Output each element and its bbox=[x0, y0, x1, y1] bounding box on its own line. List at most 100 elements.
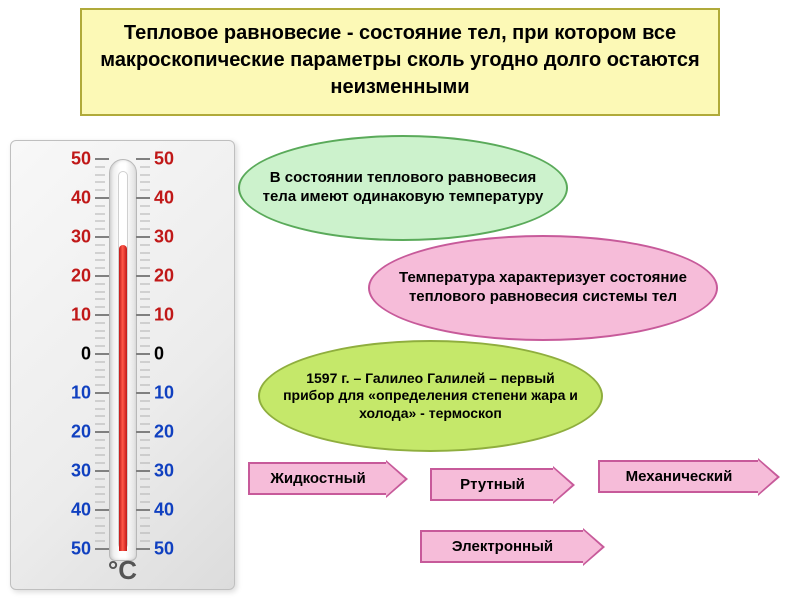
scale-tick-minor bbox=[140, 291, 150, 292]
scale-label: 20 bbox=[31, 422, 91, 443]
thermometer-type-2: Механический bbox=[598, 460, 760, 493]
scale-tick-minor bbox=[140, 400, 150, 401]
scale-label: 50 bbox=[31, 149, 91, 170]
thermometer-type-label: Электронный bbox=[452, 538, 553, 555]
scale-tick-minor bbox=[140, 439, 150, 440]
scale-tick-minor bbox=[95, 455, 105, 456]
scale-tick-minor bbox=[95, 299, 105, 300]
scale-tick-minor bbox=[95, 291, 105, 292]
scale-tick-minor bbox=[95, 244, 105, 245]
scale-tick-minor bbox=[95, 166, 105, 167]
concept-ellipse-text: Температура характеризует состояние тепл… bbox=[390, 269, 696, 307]
scale-tick-minor bbox=[95, 190, 105, 191]
scale-tick-minor bbox=[140, 307, 150, 308]
scale-tick-major bbox=[95, 236, 109, 238]
scale-tick-minor bbox=[140, 299, 150, 300]
thermometer-unit: °C bbox=[108, 555, 137, 586]
scale-tick-major bbox=[95, 392, 109, 394]
scale-tick-minor bbox=[140, 174, 150, 175]
scale-tick-major bbox=[95, 275, 109, 277]
scale-label: 10 bbox=[31, 305, 91, 326]
scale-tick-major bbox=[95, 431, 109, 433]
scale-label: 0 bbox=[31, 344, 91, 365]
scale-tick-minor bbox=[95, 463, 105, 464]
scale-tick-major bbox=[95, 353, 109, 355]
scale-tick-minor bbox=[95, 229, 105, 230]
scale-tick-minor bbox=[95, 252, 105, 253]
scale-tick-major bbox=[136, 509, 150, 511]
scale-tick-minor bbox=[95, 213, 105, 214]
thermometer-scale-right: 504030201001020304050 bbox=[154, 159, 214, 549]
scale-tick-minor bbox=[140, 229, 150, 230]
scale-label: 20 bbox=[154, 266, 214, 287]
scale-tick-major bbox=[136, 470, 150, 472]
scale-tick-minor bbox=[95, 385, 105, 386]
scale-tick-minor bbox=[140, 244, 150, 245]
scale-tick-minor bbox=[140, 268, 150, 269]
scale-tick-minor bbox=[140, 494, 150, 495]
scale-tick-minor bbox=[140, 283, 150, 284]
scale-tick-minor bbox=[140, 260, 150, 261]
scale-tick-minor bbox=[140, 541, 150, 542]
scale-tick-minor bbox=[140, 166, 150, 167]
scale-tick-major bbox=[136, 431, 150, 433]
scale-tick-minor bbox=[95, 478, 105, 479]
concept-ellipse-1: Температура характеризует состояние тепл… bbox=[368, 235, 718, 341]
scale-tick-minor bbox=[95, 221, 105, 222]
thermometer: 504030201001020304050 504030201001020304… bbox=[10, 140, 235, 590]
scale-tick-minor bbox=[140, 517, 150, 518]
scale-label: 50 bbox=[154, 149, 214, 170]
scale-tick-minor bbox=[140, 221, 150, 222]
scale-tick-minor bbox=[140, 533, 150, 534]
scale-tick-minor bbox=[140, 252, 150, 253]
scale-tick-minor bbox=[95, 439, 105, 440]
scale-tick-major bbox=[136, 236, 150, 238]
scale-tick-minor bbox=[95, 307, 105, 308]
scale-tick-major bbox=[136, 158, 150, 160]
scale-tick-minor bbox=[140, 478, 150, 479]
scale-label: 40 bbox=[154, 188, 214, 209]
scale-tick-minor bbox=[95, 494, 105, 495]
scale-label: 0 bbox=[154, 344, 214, 365]
scale-tick-minor bbox=[140, 338, 150, 339]
scale-tick-major bbox=[95, 314, 109, 316]
thermometer-type-3: Электронный bbox=[420, 530, 585, 563]
scale-tick-minor bbox=[140, 330, 150, 331]
scale-tick-minor bbox=[140, 525, 150, 526]
concept-ellipse-text: В состоянии теплового равновесия тела им… bbox=[260, 169, 546, 207]
scale-tick-minor bbox=[95, 182, 105, 183]
thermometer-type-0: Жидкостный bbox=[248, 462, 388, 495]
scale-tick-minor bbox=[140, 463, 150, 464]
scale-tick-minor bbox=[95, 447, 105, 448]
scale-tick-major bbox=[136, 197, 150, 199]
scale-tick-minor bbox=[140, 190, 150, 191]
scale-tick-minor bbox=[140, 502, 150, 503]
scale-label: 30 bbox=[154, 227, 214, 248]
scale-tick-minor bbox=[95, 486, 105, 487]
scale-tick-minor bbox=[140, 346, 150, 347]
scale-tick-minor bbox=[140, 424, 150, 425]
scale-label: 50 bbox=[154, 539, 214, 560]
scale-tick-minor bbox=[95, 416, 105, 417]
scale-label: 40 bbox=[154, 500, 214, 521]
scale-tick-major bbox=[136, 275, 150, 277]
scale-label: 20 bbox=[31, 266, 91, 287]
thermometer-type-label: Механический bbox=[626, 468, 733, 485]
scale-tick-minor bbox=[95, 525, 105, 526]
scale-tick-minor bbox=[95, 377, 105, 378]
scale-tick-minor bbox=[140, 455, 150, 456]
scale-tick-minor bbox=[140, 447, 150, 448]
scale-tick-minor bbox=[95, 268, 105, 269]
scale-tick-minor bbox=[140, 408, 150, 409]
scale-tick-minor bbox=[140, 486, 150, 487]
thermometer-type-label: Жидкостный bbox=[270, 470, 365, 487]
scale-label: 50 bbox=[31, 539, 91, 560]
scale-tick-major bbox=[136, 392, 150, 394]
scale-label: 10 bbox=[154, 305, 214, 326]
scale-tick-minor bbox=[95, 283, 105, 284]
scale-label: 40 bbox=[31, 188, 91, 209]
scale-tick-minor bbox=[95, 369, 105, 370]
scale-tick-major bbox=[95, 470, 109, 472]
scale-label: 30 bbox=[31, 227, 91, 248]
scale-tick-major bbox=[95, 158, 109, 160]
